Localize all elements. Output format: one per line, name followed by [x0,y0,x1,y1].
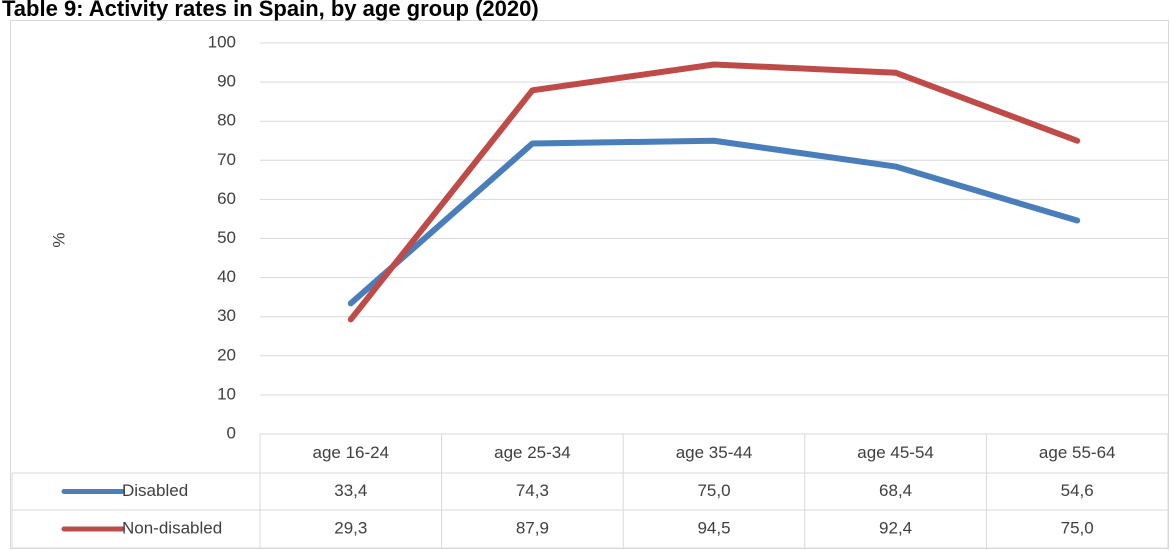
data-label: 68,4 [879,481,912,500]
y-tick-label: 50 [217,228,236,247]
x-tick-label: age 35-44 [676,443,753,462]
legend-label: Non-disabled [122,518,222,537]
y-tick-label: 0 [227,423,236,442]
data-label: 94,5 [697,518,730,537]
y-tick-label: 90 [217,72,236,91]
x-tick-label: age 55-64 [1039,443,1116,462]
x-tick-label: age 16-24 [313,443,390,462]
y-tick-label: 60 [217,189,236,208]
y-tick-label: 30 [217,306,236,325]
y-tick-label: 100 [208,32,236,51]
data-label: 75,0 [697,481,730,500]
data-label: 33,4 [334,481,367,500]
title-band [0,0,1170,20]
data-label: 87,9 [516,518,549,537]
y-axis-title: % [49,232,68,247]
y-tick-label: 70 [217,150,236,169]
y-tick-label: 10 [217,384,236,403]
x-tick-label: age 25-34 [494,443,571,462]
chart-frame [10,20,1169,549]
data-label: 54,6 [1061,481,1094,500]
y-tick-label: 20 [217,345,236,364]
series-line [347,137,1081,307]
series-line [347,61,1081,323]
data-label: 75,0 [1061,518,1094,537]
chart-title: Table 9: Activity rates in Spain, by age… [2,0,539,21]
data-label: 92,4 [879,518,912,537]
y-tick-label: 80 [217,111,236,130]
legend-label: Disabled [122,481,188,500]
x-tick-label: age 45-54 [857,443,934,462]
data-label: 29,3 [334,518,367,537]
data-label: 74,3 [516,481,549,500]
y-tick-label: 40 [217,267,236,286]
